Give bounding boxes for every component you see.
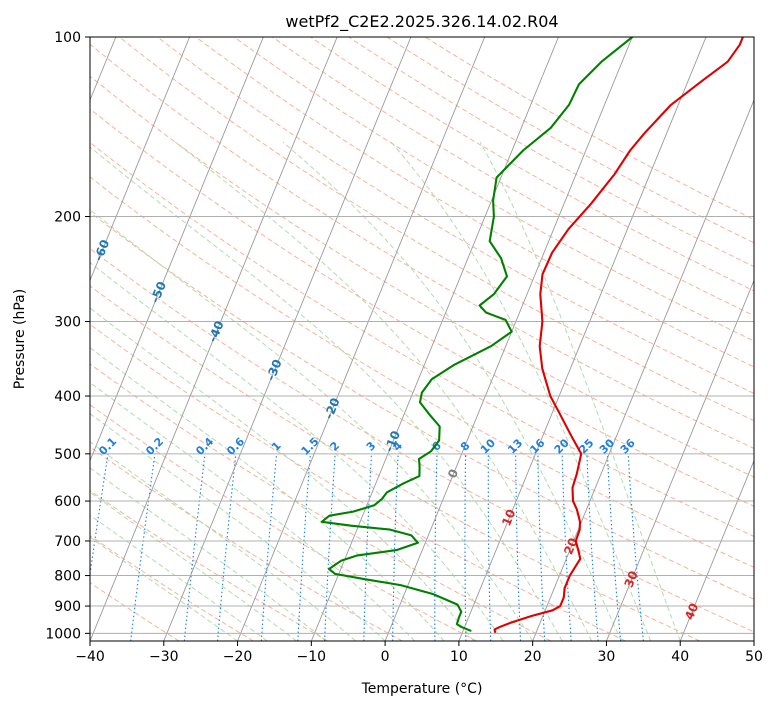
x-tick-label: −40 (75, 649, 105, 665)
x-tick-label: 40 (671, 649, 689, 665)
dry-adiabat-line (90, 75, 754, 478)
isotherm-label: 40 (682, 601, 701, 622)
mixing-ratio-line (627, 453, 644, 641)
moist-adiabat-line (90, 307, 474, 641)
dry-adiabat-line (90, 489, 329, 641)
dry-adiabat-line (386, 37, 754, 244)
x-tick-label: −20 (223, 649, 253, 665)
moist-adiabat-line (479, 141, 681, 641)
isotherm-line (90, 37, 191, 282)
isotherm-line (606, 279, 754, 641)
dry-adiabat-line (90, 108, 754, 507)
y-tick-label: 700 (54, 534, 81, 550)
isotherm-line (163, 37, 412, 641)
mixing-ratio-line (487, 453, 492, 641)
y-axis-label: Pressure (hPa) (12, 289, 28, 389)
isotherm-line (90, 37, 338, 641)
mixing-ratio-lines (90, 453, 644, 641)
x-tick-label: −30 (149, 649, 179, 665)
y-tick-label: 600 (54, 494, 81, 510)
dewpoint-profile-line (320, 37, 634, 632)
mixing-ratio-line (537, 453, 546, 641)
x-tick-label: −10 (297, 649, 327, 665)
dry-adiabat-line (90, 285, 701, 641)
dry-adiabat-line (272, 37, 754, 317)
temperature-profile-line (493, 37, 744, 634)
mixing-ratio-line (434, 453, 438, 641)
mixing-ratio-line (363, 453, 372, 641)
moist-adiabat-line (90, 262, 504, 641)
y-tick-label: 300 (54, 315, 81, 331)
dry-adiabat-line (90, 176, 754, 568)
dry-adiabat-line (90, 323, 626, 641)
isotherm-line (532, 98, 754, 641)
isotherm-line (679, 459, 754, 641)
mixing-ratio-line (464, 453, 467, 641)
isotherm-line (384, 37, 633, 641)
y-tick-label: 900 (54, 599, 81, 615)
dry-adiabat-line (90, 141, 754, 537)
dry-adiabat-line (195, 37, 754, 368)
mixing-ratio-line (606, 453, 622, 641)
dry-adiabat-line (157, 37, 754, 394)
profile-series (320, 37, 744, 634)
moist-adiabat-line (282, 141, 622, 641)
y-tick-label: 200 (54, 210, 81, 226)
moist-adiabat-line (90, 491, 297, 641)
dry-adiabat-line (90, 247, 754, 633)
isotherm-line (90, 37, 264, 462)
moist-adiabat-line (90, 146, 563, 641)
x-tick-label: 20 (524, 649, 542, 665)
y-tick-label: 500 (54, 447, 81, 463)
moist-adiabat-line (90, 467, 327, 641)
plot-frame (89, 36, 755, 642)
mixing-ratio-line (297, 453, 311, 641)
moist-adiabat-line (90, 209, 534, 641)
dry-adiabat-line (90, 211, 754, 600)
dry-adiabat-line (90, 535, 254, 641)
mixing-ratio-line (586, 453, 599, 641)
dry-adiabat-line (233, 37, 754, 342)
x-axis: −40 −30 −20 −10 0 10 20 30 40 50 (75, 641, 763, 665)
mixing-ratio-line (216, 453, 237, 641)
moist-adiabat-line (90, 413, 386, 641)
mixing-ratio-line (515, 453, 522, 641)
x-tick-label: 0 (381, 649, 390, 665)
y-tick-label: 100 (54, 30, 81, 46)
y-tick-label: 800 (54, 569, 81, 585)
isotherm-line (458, 37, 707, 641)
dry-adiabat-line (90, 43, 754, 450)
moist-adiabat-line (90, 381, 415, 641)
x-tick-label: 50 (745, 649, 763, 665)
mixing-ratio-line (324, 453, 336, 641)
y-tick-label: 1000 (45, 626, 81, 642)
y-axis: 100 200 300 400 500 600 700 800 900 1000 (45, 30, 90, 642)
moist-adiabat-line (90, 347, 445, 641)
mixing-ratio-line (392, 453, 399, 641)
mixing-ratio-line (260, 453, 278, 641)
mixing-ratio-line (561, 453, 572, 641)
mixing-ratio-line (183, 453, 206, 641)
y-tick-label: 400 (54, 389, 81, 405)
moist-adiabat-line (174, 141, 593, 641)
chart-title: wetPf2_C2E2.2025.326.14.02.R04 (285, 12, 558, 32)
isotherm-label: 10 (499, 507, 518, 528)
x-tick-label: 30 (598, 649, 616, 665)
isotherm-label: 30 (622, 569, 641, 590)
moist-adiabat-line (90, 514, 268, 641)
x-axis-label: Temperature (°C) (361, 681, 483, 697)
x-tick-label: 10 (450, 649, 468, 665)
isotherm-line (310, 37, 559, 641)
dry-adiabat-line (348, 37, 754, 268)
isotherm-line (237, 37, 486, 641)
moist-adiabats (90, 141, 681, 641)
dry-adiabats (90, 37, 754, 641)
isotherms (90, 37, 754, 641)
